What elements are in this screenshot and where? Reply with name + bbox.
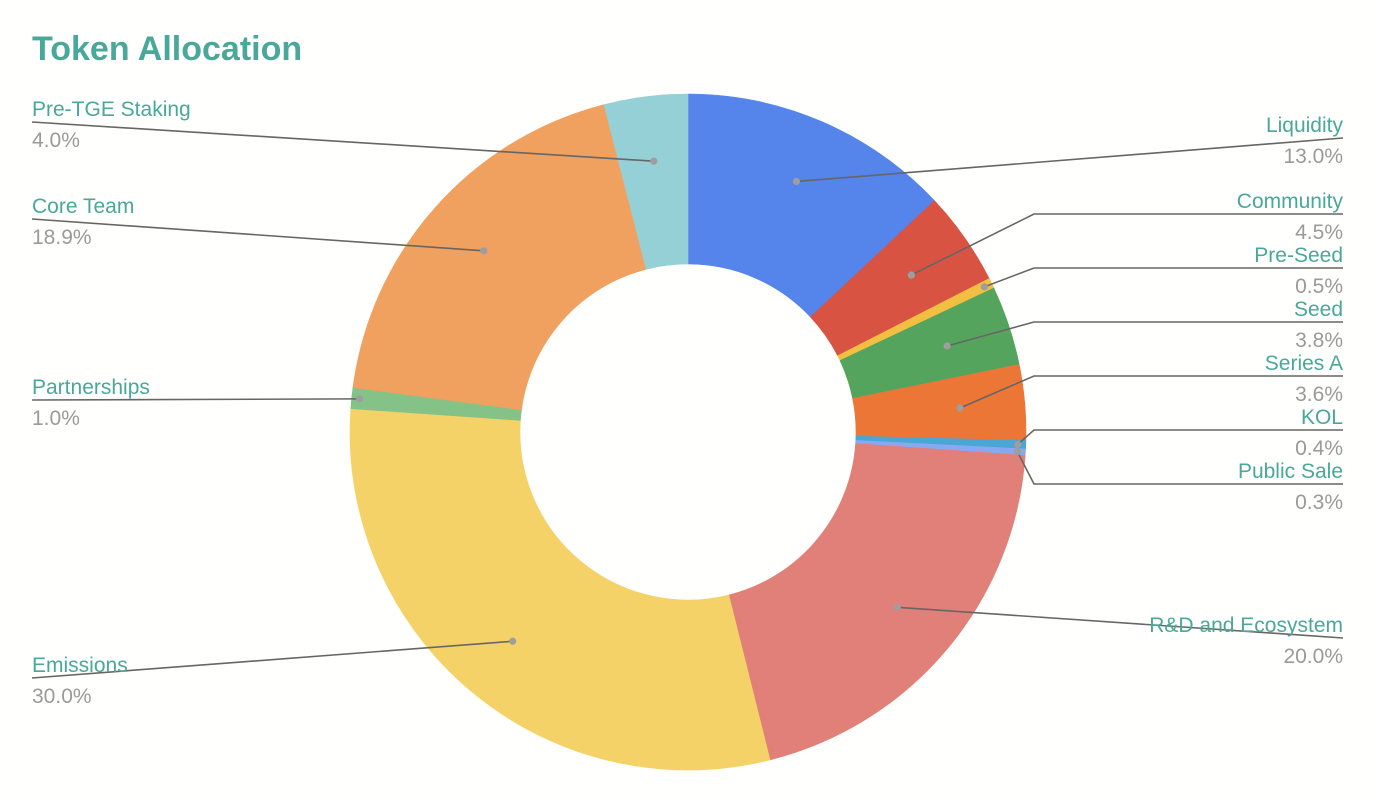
label-name-series-a: Series A [1265, 352, 1343, 375]
label-value-community: 4.5% [1295, 221, 1343, 244]
label-name-kol: KOL [1301, 406, 1343, 429]
chart-title: Token Allocation [32, 30, 302, 68]
leader-line [31, 218, 484, 252]
label-name-core-team: Core Team [32, 195, 134, 218]
leader-dot [980, 283, 988, 291]
label-value-liquidity: 13.0% [1283, 145, 1343, 168]
label-name-liquidity: Liquidity [1266, 114, 1344, 137]
leader-dot [893, 603, 901, 611]
leader-line [31, 640, 513, 679]
leader-dot [509, 637, 517, 645]
label-value-r-d-and-ecosystem: 20.0% [1283, 645, 1343, 668]
leader-dot [356, 395, 364, 403]
leader-dot [956, 404, 964, 412]
leader-lines [31, 121, 1344, 679]
label-name-pre-seed: Pre-Seed [1254, 244, 1343, 267]
label-name-r-d-and-ecosystem: R&D and Ecosystem [1149, 614, 1343, 637]
leader-line [796, 137, 1344, 183]
label-value-pre-tge-staking: 4.0% [32, 129, 80, 152]
leader-dot [792, 177, 801, 186]
leader-line [897, 606, 1344, 639]
label-name-partnerships: Partnerships [32, 376, 150, 399]
label-value-seed: 3.8% [1295, 329, 1343, 352]
leader-line [31, 121, 654, 162]
slice-r-d-and-ecosystem [728, 443, 1026, 761]
label-value-emissions: 30.0% [32, 685, 92, 708]
donut-slices [349, 93, 1027, 771]
label-name-pre-tge-staking: Pre-TGE Staking [32, 98, 191, 121]
slice-core-team [352, 104, 647, 411]
label-name-seed: Seed [1294, 298, 1343, 321]
leader-line [984, 267, 1343, 288]
leader-dot [1013, 448, 1022, 456]
leader-dot [650, 157, 658, 165]
slice-emissions [349, 408, 771, 771]
label-value-core-team: 18.9% [32, 226, 92, 249]
slice-liquidity [687, 93, 935, 318]
leader-dot [1014, 440, 1022, 449]
label-value-pre-seed: 0.5% [1295, 275, 1343, 298]
slice-labels: Liquidity13.0%Community4.5%Pre-Seed0.5%S… [32, 98, 1343, 708]
leader-line [910, 213, 1343, 276]
leader-dot [480, 247, 488, 255]
label-name-public-sale: Public Sale [1238, 460, 1343, 483]
slice-pre-tge-staking [603, 93, 689, 270]
label-value-public-sale: 0.3% [1295, 491, 1343, 514]
label-name-community: Community [1237, 190, 1344, 213]
label-value-partnerships: 1.0% [32, 407, 80, 430]
label-value-kol: 0.4% [1295, 437, 1343, 460]
leader-line [959, 375, 1343, 409]
label-value-series-a: 3.6% [1295, 383, 1343, 406]
leader-line [946, 321, 1343, 347]
leader-line [31, 398, 360, 401]
leader-dot [943, 342, 951, 350]
leader-line [1016, 451, 1343, 485]
label-name-emissions: Emissions [32, 654, 128, 677]
leader-line [1017, 429, 1343, 446]
leader-dot [907, 271, 915, 279]
